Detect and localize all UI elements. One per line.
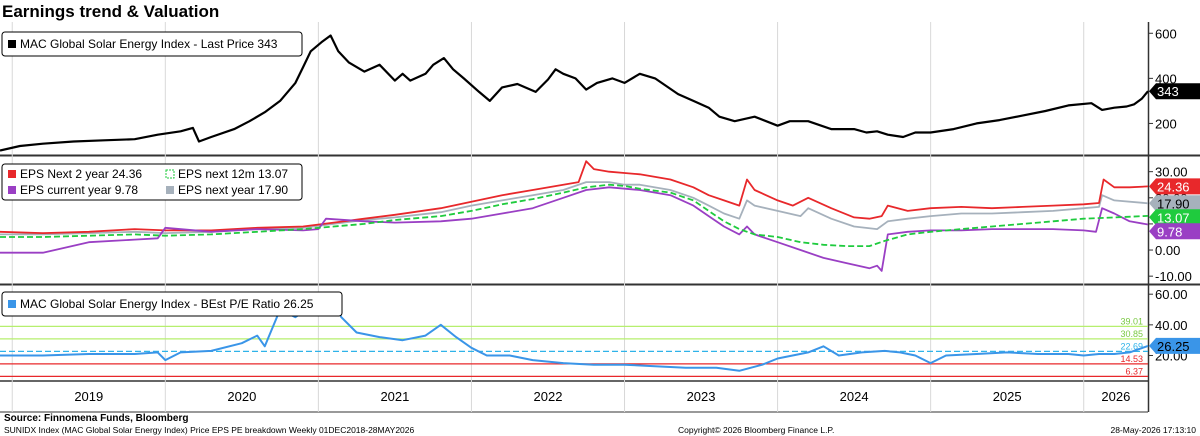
eps-last-value-shape	[1149, 223, 1200, 240]
eps-last-value-shape	[1149, 178, 1200, 195]
eps-series-line	[0, 186, 1149, 272]
eps-next-12m-swatch	[165, 169, 175, 179]
pe-reference-label: 39.01	[1120, 316, 1143, 326]
y-tick-label: 60.00	[1155, 287, 1188, 302]
eps-legend: EPS Next 2 year 24.36 EPS next 12m 13.07…	[1, 163, 303, 201]
eps-series-line	[0, 183, 1149, 247]
eps-last-value-shape	[1149, 195, 1200, 212]
pe-legend: MAC Global Solar Energy Index - BEst P/E…	[1, 291, 343, 317]
eps-last-value-text: 24.36	[1157, 179, 1190, 194]
pe-reference-lines: 39.01 30.85 22.69 14.53 6.37	[0, 316, 1148, 377]
source-note: Source: Finnomena Funds, Bloomberg	[4, 413, 188, 424]
eps-last-value: 24.36	[1149, 178, 1200, 195]
x-tick-label: 2019	[74, 389, 103, 404]
pe-reference-label: 30.85	[1120, 329, 1143, 339]
price-last-value: 343	[1149, 83, 1200, 100]
y-tick-label: 600	[1155, 26, 1177, 41]
footer-copyright: Copyright© 2026 Bloomberg Finance L.P.	[678, 425, 834, 435]
series-layer	[0, 34, 1149, 372]
x-tick-label: 2024	[840, 389, 869, 404]
eps-last-value-text: 9.78	[1157, 224, 1182, 239]
x-tick-label: 2020	[227, 389, 256, 404]
price-legend: MAC Global Solar Energy Index - Last Pri…	[1, 31, 303, 57]
eps-current-year-legend: EPS current year 9.78	[20, 183, 138, 197]
y-tick-label: 200	[1155, 116, 1177, 131]
pe-legend-swatch	[8, 300, 16, 308]
eps-last-value-text: 17.90	[1157, 196, 1190, 211]
eps-next-2-year-legend: EPS Next 2 year 24.36	[20, 167, 142, 181]
pe-last-value-shape	[1149, 337, 1200, 354]
y-tick-label: 400	[1155, 71, 1177, 86]
eps-last-value-shape	[1149, 209, 1200, 226]
x-tick-label: 2021	[380, 389, 409, 404]
eps-next-12m-legend: EPS next 12m 13.07	[178, 167, 288, 181]
eps-current-year-swatch	[8, 186, 16, 194]
price-legend-swatch	[8, 40, 16, 48]
y-tick-label: -10.00	[1155, 269, 1192, 284]
x-tick-label: 2022	[534, 389, 563, 404]
eps-next-year-legend: EPS next year 17.90	[178, 183, 288, 197]
eps-last-value: 9.78	[1149, 223, 1200, 240]
y-tick-label: 40.00	[1155, 318, 1188, 333]
pe-last-value: 26.25	[1149, 337, 1200, 354]
pe-last-value-text: 26.25	[1157, 339, 1190, 354]
eps-next-2-year-swatch	[8, 170, 16, 178]
y-tick-label: 0.00	[1155, 243, 1180, 258]
panel-frames	[0, 22, 1200, 413]
pe-reference-label: 22.69	[1120, 341, 1143, 351]
price-last-value-text: 343	[1157, 84, 1179, 99]
eps-next-year-swatch	[166, 186, 174, 194]
x-tick-label: 2023	[687, 389, 716, 404]
eps-series-line	[0, 181, 1149, 236]
price-line	[0, 34, 1149, 152]
eps-last-value-text: 13.07	[1157, 210, 1190, 225]
eps-last-value: 17.90	[1149, 195, 1200, 212]
pe-legend-label: MAC Global Solar Energy Index - BEst P/E…	[20, 297, 314, 311]
footer-timestamp: 28-May-2026 17:13:10	[1110, 425, 1196, 435]
price-last-value-shape	[1149, 83, 1200, 100]
x-tick-label: 2025	[993, 389, 1022, 404]
y-tick-label: 30.00	[1155, 165, 1188, 180]
pe-reference-label: 6.37	[1125, 366, 1143, 376]
price-legend-label: MAC Global Solar Energy Index - Last Pri…	[20, 37, 278, 51]
eps-series-line	[0, 160, 1149, 234]
pe-ratio-line	[0, 293, 1149, 372]
x-tick-label: 2026	[1101, 389, 1130, 404]
axis-layer: 2019 2020 2021 2022 2023 2024 2025 2026 600 400 20…	[74, 26, 1192, 404]
eps-last-value: 13.07	[1149, 209, 1200, 226]
footer-left-note: SUNIDX Index (MAC Global Solar Energy In…	[4, 425, 415, 435]
pe-reference-label: 14.53	[1120, 354, 1143, 364]
page-title: Earnings trend & Valuation	[2, 2, 219, 21]
